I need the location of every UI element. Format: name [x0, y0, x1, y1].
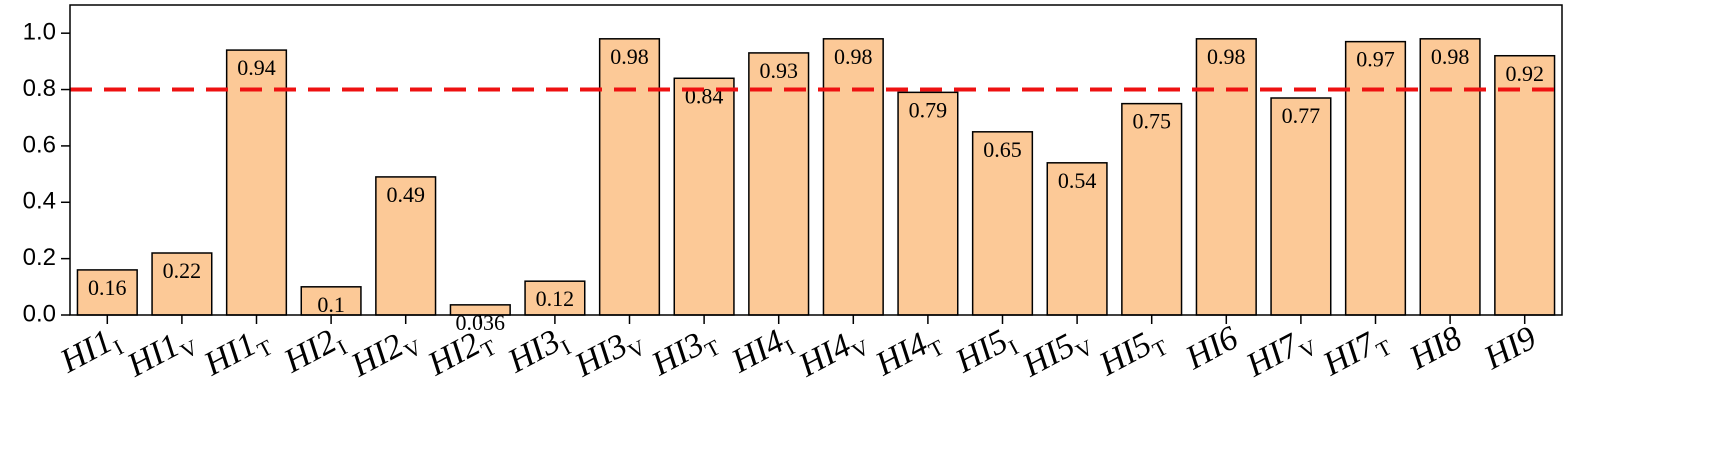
x-tick-label: HI7V: [1240, 319, 1321, 389]
bar: [1344, 40, 1407, 316]
category-name: HI5: [1016, 327, 1081, 385]
bar: [1419, 38, 1481, 316]
category-name: HI6: [1179, 319, 1244, 377]
category-name: HI1: [121, 327, 186, 385]
x-tick-label: HI2I: [277, 319, 351, 385]
x-tick-label: HI5T: [1093, 319, 1173, 388]
bar: [1270, 97, 1332, 316]
value-label: 0.98: [1207, 44, 1246, 69]
x-tick-label: HI3V: [568, 319, 649, 389]
x-tick-label: HI4T: [869, 319, 949, 388]
value-label: 0.54: [1058, 168, 1097, 193]
value-label: 0.79: [909, 97, 948, 122]
category-name: HI5: [949, 323, 1014, 381]
value-label: 0.65: [983, 137, 1022, 162]
bar: [1195, 38, 1257, 316]
y-tick-label: 1.0: [23, 19, 56, 46]
value-label: 0.93: [759, 58, 798, 83]
y-tick-label: 0.0: [23, 300, 56, 327]
bar: [300, 286, 362, 316]
bar: [1121, 102, 1183, 316]
x-tick-label: HI4I: [725, 319, 799, 385]
bar: [76, 269, 138, 316]
x-tick-label: HI5V: [1016, 319, 1097, 389]
bar: [822, 38, 884, 316]
plot-frame: [69, 4, 1563, 316]
value-label: 0.22: [163, 258, 202, 283]
category-name: HI1: [54, 323, 119, 381]
x-tick-label: HI7T: [1316, 319, 1396, 388]
category-name: HI2: [277, 323, 342, 381]
value-label: 0.77: [1282, 103, 1321, 128]
bar: [971, 131, 1034, 316]
category-name: HI7: [1240, 326, 1307, 385]
value-label: 0.49: [386, 182, 425, 207]
category-name: HI3: [568, 327, 633, 385]
category-name: HI1: [197, 326, 262, 384]
bar: [1494, 54, 1556, 316]
value-label: 0.98: [834, 44, 873, 69]
x-tick-label: HI1V: [121, 319, 202, 389]
value-label: 0.12: [536, 286, 575, 311]
category-name: HI9: [1478, 319, 1543, 377]
value-label: 0.97: [1356, 47, 1395, 72]
value-label: 0.84: [685, 83, 724, 108]
value-label: 0.98: [1431, 44, 1470, 69]
x-tick-label: HI1T: [197, 319, 277, 388]
category-name: HI4: [725, 323, 790, 381]
value-label: 0.75: [1132, 109, 1171, 134]
x-tick-label: HI1I: [54, 319, 128, 385]
y-tick-label: 0.8: [23, 75, 56, 102]
value-label: 0.98: [610, 44, 649, 69]
x-tick-label: HI3T: [645, 319, 725, 388]
bar: [524, 280, 586, 316]
value-label: 0.16: [88, 275, 127, 300]
category-name: HI7: [1316, 325, 1383, 384]
y-tick-label: 0.2: [23, 244, 56, 271]
category-name: HI4: [869, 326, 934, 384]
x-tick-label: HI2V: [344, 319, 425, 389]
value-label: 0.1: [317, 292, 345, 317]
category-name: HI4: [792, 327, 857, 385]
bar: [673, 77, 735, 316]
category-name: HI2: [344, 327, 409, 385]
x-tick-label: HI9: [1478, 319, 1543, 377]
x-tick-label: HI3I: [501, 319, 575, 385]
category-name: HI5: [1093, 326, 1158, 384]
bar: [225, 49, 288, 316]
bar: [897, 91, 959, 316]
x-tick-label: HI5I: [949, 319, 1023, 385]
bar: [748, 52, 810, 316]
category-name: HI8: [1403, 319, 1468, 377]
category-name: HI3: [501, 323, 566, 381]
value-label: 0.92: [1505, 61, 1544, 86]
bar: [375, 176, 437, 316]
category-name: HI3: [645, 326, 710, 384]
value-label: 0.94: [237, 55, 276, 80]
y-tick-label: 0.6: [23, 131, 56, 158]
y-tick-label: 0.4: [23, 188, 56, 215]
x-tick-label: HI8: [1403, 319, 1468, 377]
bar: [598, 38, 661, 316]
x-tick-label: HI6: [1179, 319, 1244, 377]
x-tick-label: HI4V: [792, 319, 873, 389]
